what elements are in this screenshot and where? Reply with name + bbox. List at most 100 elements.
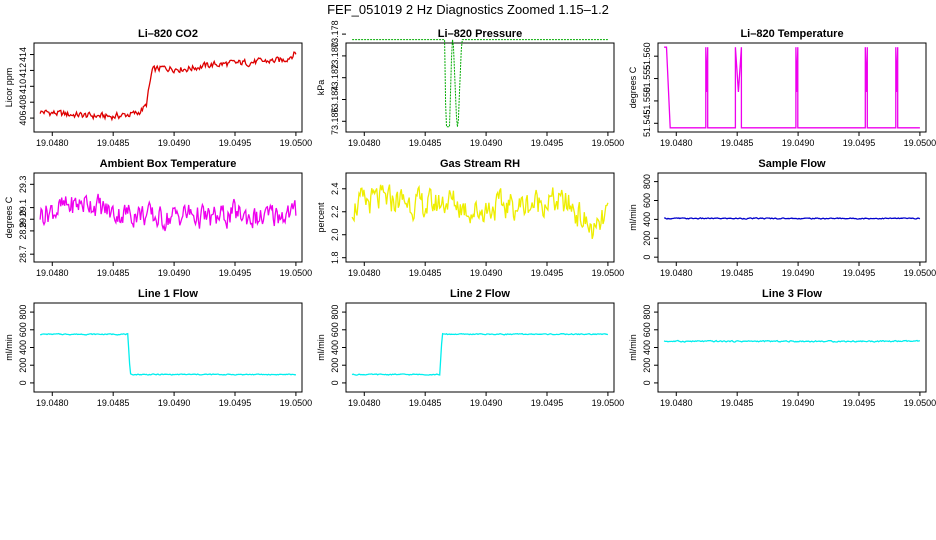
y-axis-label: percent bbox=[316, 202, 326, 233]
plot-frame bbox=[657, 42, 927, 133]
series-line bbox=[40, 332, 296, 376]
y-tick-label: 400 bbox=[18, 340, 28, 355]
x-tick-label: 19.0500 bbox=[904, 138, 936, 148]
x-tick-label: 19.0500 bbox=[280, 268, 313, 278]
chart-title: Ambient Box Temperature bbox=[100, 158, 237, 170]
plot-frame bbox=[657, 172, 927, 263]
y-tick-label: 412 bbox=[18, 63, 28, 78]
x-tick-label: 19.0480 bbox=[348, 138, 381, 148]
x-tick-label: 19.0500 bbox=[592, 138, 625, 148]
chart-panel-9: Line 3 Flow 19.0480 19.0485 19.0490 19.0495 1… bbox=[628, 288, 936, 408]
y-tick-label: 600 bbox=[642, 193, 652, 208]
y-axis-label: ml/min bbox=[316, 334, 326, 361]
y-tick-label: 73.178 bbox=[330, 20, 340, 48]
plot-frame bbox=[345, 172, 615, 263]
chart-title: Li–820 Temperature bbox=[740, 28, 843, 40]
x-tick-label: 19.0490 bbox=[158, 398, 191, 408]
chart-title: Sample Flow bbox=[758, 158, 826, 170]
x-tick-label: 19.0480 bbox=[36, 138, 69, 148]
y-axis-label: kPa bbox=[316, 80, 326, 96]
x-tick-label: 19.0500 bbox=[592, 398, 625, 408]
chart-title: Line 3 Flow bbox=[762, 288, 822, 300]
y-tick-label: 29.0 bbox=[18, 210, 28, 228]
x-tick-label: 19.0485 bbox=[97, 138, 130, 148]
series-line bbox=[39, 193, 297, 232]
y-axis-label: Licor ppm bbox=[4, 68, 14, 108]
x-tick-label: 19.0495 bbox=[843, 138, 876, 148]
series-line bbox=[351, 332, 609, 376]
y-tick-label: 400 bbox=[330, 340, 340, 355]
y-axis-label: degrees C bbox=[4, 196, 14, 238]
x-tick-label: 19.0485 bbox=[409, 268, 442, 278]
chart-panel-3: Li–820 Temperature 19.0480 19.0485 19.0490 1… bbox=[628, 28, 936, 148]
y-axis-label: ml/min bbox=[628, 204, 638, 231]
y-tick-label: 2.0 bbox=[330, 228, 340, 241]
x-tick-label: 19.0480 bbox=[660, 398, 693, 408]
x-tick-label: 19.0485 bbox=[721, 138, 754, 148]
chart-panel-7: Line 1 Flow 19.0480 19.0485 19.0490 19.0495 1… bbox=[4, 288, 312, 408]
x-tick-label: 19.0490 bbox=[158, 138, 191, 148]
y-tick-label: 800 bbox=[642, 305, 652, 320]
chart-title: Li–820 CO2 bbox=[138, 28, 198, 40]
x-tick-label: 19.0480 bbox=[348, 398, 381, 408]
plot-frame bbox=[345, 42, 615, 133]
chart-title: Line 1 Flow bbox=[138, 288, 198, 300]
series-line bbox=[663, 339, 921, 343]
x-tick-label: 19.0490 bbox=[470, 268, 503, 278]
x-tick-label: 19.0495 bbox=[219, 138, 252, 148]
y-tick-label: 29.3 bbox=[18, 176, 28, 194]
x-tick-label: 19.0500 bbox=[280, 398, 313, 408]
plot-frame bbox=[33, 172, 303, 263]
chart-panel-4: Ambient Box Temperature 19.0480 19.0485 19.… bbox=[4, 158, 312, 278]
y-tick-label: 410 bbox=[18, 79, 28, 94]
x-tick-label: 19.0480 bbox=[660, 268, 693, 278]
y-tick-label: 200 bbox=[18, 358, 28, 373]
y-tick-label: 800 bbox=[330, 305, 340, 320]
x-tick-label: 19.0495 bbox=[219, 268, 252, 278]
chart-panel-8: Line 2 Flow 19.0480 19.0485 19.0490 19.0495 1… bbox=[316, 288, 624, 408]
y-tick-label: 800 bbox=[18, 305, 28, 320]
y-tick-label: 73.182 bbox=[330, 64, 340, 92]
y-tick-label: 2.4 bbox=[330, 183, 340, 196]
x-tick-label: 19.0485 bbox=[97, 398, 130, 408]
x-tick-label: 19.0500 bbox=[904, 268, 936, 278]
y-tick-label: 28.9 bbox=[18, 222, 28, 240]
y-tick-label: 0 bbox=[642, 380, 652, 385]
x-tick-label: 19.0490 bbox=[158, 268, 191, 278]
x-tick-label: 19.0485 bbox=[721, 268, 754, 278]
x-tick-label: 19.0495 bbox=[843, 268, 876, 278]
y-tick-label: 600 bbox=[330, 322, 340, 337]
y-tick-label: 73.184 bbox=[330, 86, 340, 114]
x-tick-label: 19.0485 bbox=[721, 398, 754, 408]
x-tick-label: 19.0500 bbox=[592, 268, 625, 278]
y-tick-label: 414 bbox=[18, 47, 28, 62]
y-tick-label: 200 bbox=[642, 231, 652, 246]
y-tick-label: 2.2 bbox=[330, 205, 340, 218]
x-tick-label: 19.0495 bbox=[219, 398, 252, 408]
chart-panel-5: Gas Stream RH 19.0480 19.0485 19.0490 19.049… bbox=[316, 158, 624, 278]
y-tick-label: 408 bbox=[18, 95, 28, 110]
x-tick-label: 19.0480 bbox=[348, 268, 381, 278]
chart-title: Gas Stream RH bbox=[440, 158, 520, 170]
y-tick-label: 1.8 bbox=[330, 251, 340, 264]
x-tick-label: 19.0485 bbox=[409, 138, 442, 148]
y-tick-label: 0 bbox=[330, 380, 340, 385]
y-tick-label: 28.7 bbox=[18, 245, 28, 263]
y-tick-label: 73.180 bbox=[330, 42, 340, 70]
y-tick-label: 406 bbox=[18, 111, 28, 126]
x-tick-label: 19.0490 bbox=[470, 138, 503, 148]
x-tick-label: 19.0480 bbox=[36, 268, 69, 278]
series-line bbox=[351, 184, 609, 239]
x-tick-label: 19.0490 bbox=[470, 398, 503, 408]
x-tick-label: 19.0490 bbox=[782, 138, 815, 148]
x-tick-label: 19.0490 bbox=[782, 398, 815, 408]
plot-frame bbox=[33, 42, 303, 133]
y-tick-label: 400 bbox=[642, 212, 652, 227]
chart-panel-2: Li–820 Pressure 19.0480 19.0485 19.0490 19.0… bbox=[316, 20, 624, 148]
x-tick-label: 19.0480 bbox=[36, 398, 69, 408]
series-line bbox=[664, 217, 921, 220]
y-tick-label: 600 bbox=[18, 322, 28, 337]
x-tick-label: 19.0495 bbox=[531, 268, 564, 278]
y-axis-label: ml/min bbox=[4, 334, 14, 361]
